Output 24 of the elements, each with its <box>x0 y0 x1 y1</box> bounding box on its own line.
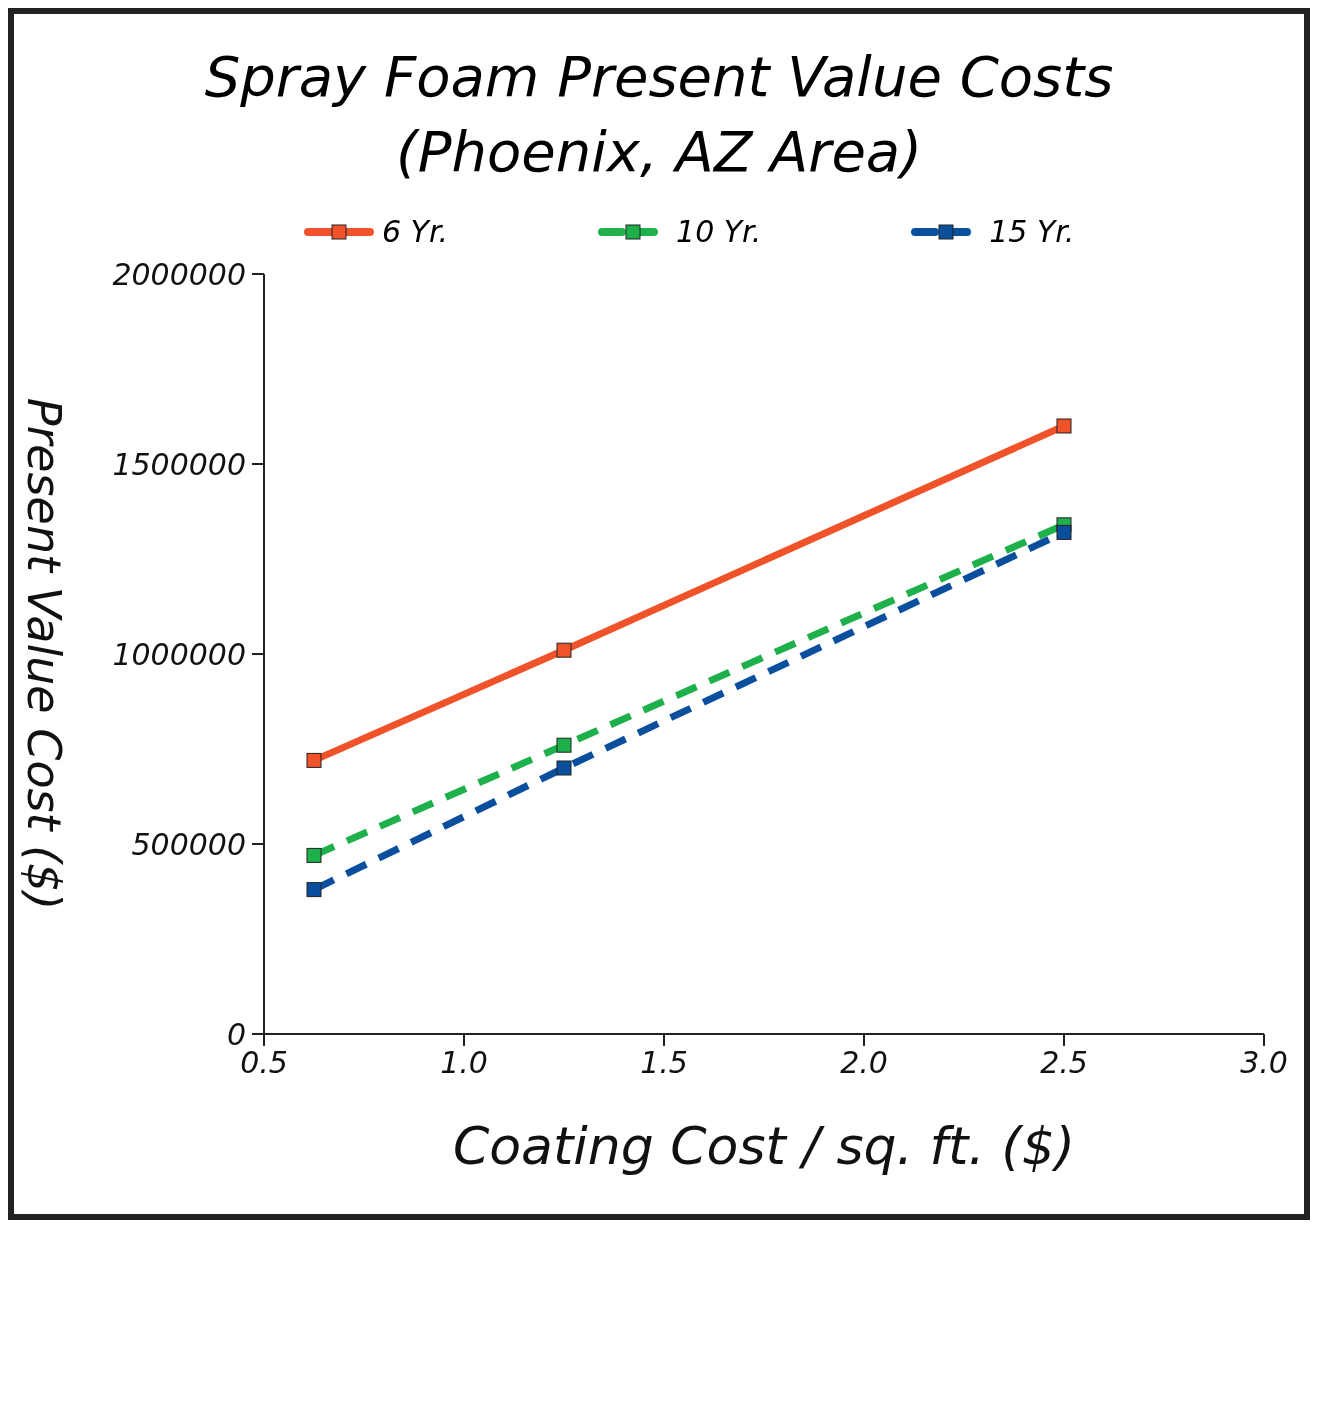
x-tick-label: 3.0 <box>1240 1045 1288 1081</box>
point <box>556 760 572 776</box>
point <box>306 882 322 898</box>
point <box>556 737 572 753</box>
chart-title: Spray Foam Present Value Costs <box>203 44 1115 109</box>
point <box>556 642 572 658</box>
y-tick-label: 500000 <box>131 826 246 862</box>
x-tick-label: 1.0 <box>440 1045 488 1081</box>
x-tick-label: 1.5 <box>640 1045 688 1081</box>
point <box>1056 524 1072 540</box>
x-tick-label: 2.0 <box>840 1045 888 1081</box>
point <box>306 847 322 863</box>
legend-label: 6 Yr. <box>382 214 449 249</box>
chart-subtitle: (Phoenix, AZ Area) <box>394 119 923 184</box>
point <box>1056 418 1072 434</box>
y-axis-title: Present Value Cost ($) <box>16 397 71 911</box>
point <box>306 752 322 768</box>
x-tick-label: 2.5 <box>1040 1045 1088 1081</box>
y-tick-label: 1500000 <box>112 446 246 482</box>
y-tick-label: 2000000 <box>112 256 246 292</box>
y-tick-label: 1000000 <box>112 636 246 672</box>
x-axis-title: Coating Cost / sq. ft. ($) <box>452 1116 1076 1176</box>
legend-label: 15 Yr. <box>989 214 1075 249</box>
legend-label: 10 Yr. <box>676 214 762 249</box>
